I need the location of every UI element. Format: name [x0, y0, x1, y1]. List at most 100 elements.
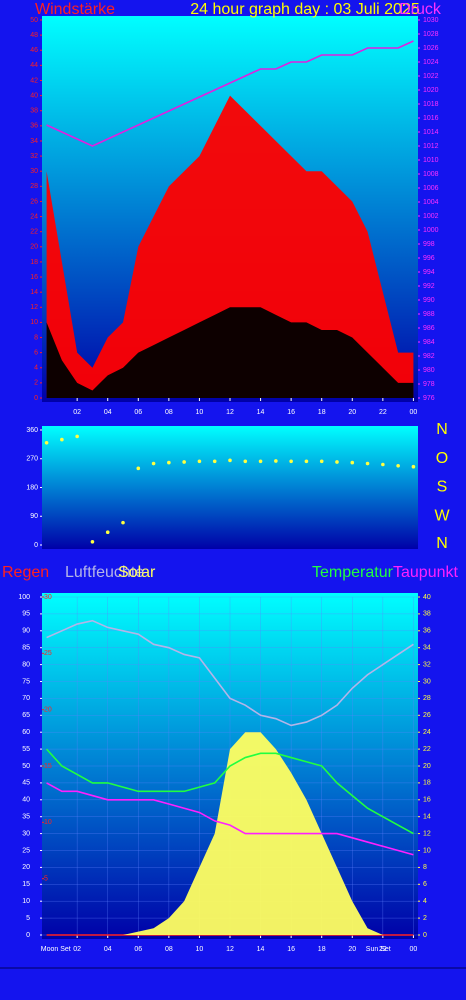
annotation: Sun Set — [366, 946, 391, 953]
y-tick-label: 360 — [26, 427, 38, 434]
point — [335, 460, 339, 464]
x-tick-label: 14 — [257, 409, 265, 416]
line — [46, 782, 414, 856]
point — [274, 459, 278, 463]
x-tick-label: 02 — [73, 946, 81, 953]
y2-tick-label: 1030 — [423, 17, 439, 24]
rain-tick-label: 20 — [44, 707, 52, 714]
point — [304, 459, 309, 464]
x-tick-label: 16 — [287, 946, 295, 953]
y-tick-label: 30 — [30, 168, 38, 175]
point — [151, 461, 156, 466]
rain-tick-label: 15 — [44, 763, 52, 770]
y-tick-label: 50 — [30, 17, 38, 24]
point — [197, 459, 202, 464]
y-tick-label: 100 — [18, 594, 30, 601]
x-tick-label: 06 — [134, 946, 142, 953]
x-tick-label: 12 — [226, 946, 234, 953]
x-tick-label: 20 — [348, 409, 356, 416]
y2-tick-label: 990 — [423, 297, 435, 304]
y2-tick-label: 994 — [423, 269, 435, 276]
y-tick-label: 40 — [30, 92, 38, 99]
direction-label: N — [436, 421, 448, 438]
y2-tick-label: 12 — [423, 830, 431, 837]
y2-tick-label: 34 — [423, 645, 431, 652]
y-tick-label: 2 — [34, 380, 38, 387]
y-tick-label: 20 — [30, 244, 38, 251]
y2-tick-label: 982 — [423, 353, 435, 360]
y2-tick-label: 1012 — [423, 143, 439, 150]
y2-tick-label: 1022 — [423, 73, 439, 80]
y2-tick-label: 976 — [423, 395, 435, 402]
y2-tick-label: 1018 — [423, 101, 439, 108]
point — [136, 466, 141, 471]
y2-tick-label: 32 — [423, 661, 431, 668]
x-tick-label: 18 — [318, 946, 326, 953]
y-tick-label: 48 — [30, 32, 38, 39]
y-tick-label: 0 — [34, 542, 38, 549]
area — [46, 95, 414, 398]
y-tick-label: 42 — [30, 77, 38, 84]
line — [45, 748, 414, 835]
legend-entry: Taupunkt — [393, 564, 458, 581]
y2-tick-label: 978 — [423, 381, 435, 388]
y-tick-label: 14 — [30, 289, 38, 296]
y-tick-label: 40 — [22, 797, 30, 804]
x-tick-label: 20 — [348, 946, 356, 953]
y2-tick-label: 996 — [423, 255, 435, 262]
point — [44, 440, 49, 445]
y2-tick-label: 1026 — [423, 45, 439, 52]
y-tick-label: 12 — [30, 304, 38, 311]
y-tick-label: 10 — [30, 319, 38, 326]
direction-label: S — [437, 479, 448, 496]
y-tick-label: 32 — [30, 153, 38, 160]
y-tick-label: 38 — [30, 108, 38, 115]
x-tick-label: 00 — [410, 409, 418, 416]
y2-tick-label: 1000 — [423, 227, 439, 234]
y-axis-label: Windstärke — [35, 1, 115, 18]
y-tick-label: 44 — [30, 62, 38, 69]
y-tick-label: 90 — [22, 628, 30, 635]
x-tick-label: 08 — [165, 409, 173, 416]
y-tick-label: 75 — [22, 678, 30, 685]
point — [212, 459, 217, 464]
x-tick-label: 10 — [196, 946, 204, 953]
point — [381, 462, 385, 467]
x-tick-label: 04 — [104, 946, 112, 953]
y2-tick-label: 2 — [423, 915, 427, 922]
y2-tick-label: 26 — [423, 712, 431, 719]
point — [75, 434, 79, 439]
y2-tick-label: 30 — [423, 678, 431, 685]
point — [90, 540, 95, 544]
direction-label: W — [434, 507, 450, 524]
y-tick-label: 60 — [22, 729, 30, 736]
y2-tick-label: 10 — [423, 847, 431, 854]
y-tick-label: 16 — [30, 274, 38, 281]
y2-tick-label: 1016 — [423, 115, 439, 122]
y-tick-label: 34 — [30, 138, 38, 145]
x-tick-label: 10 — [196, 409, 204, 416]
y-tick-label: 22 — [30, 229, 38, 236]
point — [182, 460, 186, 464]
point — [228, 458, 232, 463]
y-tick-label: 4 — [34, 365, 38, 372]
y-tick-label: 46 — [30, 47, 38, 54]
rain-tick-label: 10 — [44, 819, 52, 826]
y-tick-label: 35 — [22, 814, 30, 821]
legend-entry: Luftfeuchte — [65, 564, 144, 581]
point — [121, 520, 125, 525]
x-tick-label: 00 — [410, 946, 418, 953]
y-tick-label: 180 — [26, 484, 38, 491]
y-tick-label: 25 — [22, 847, 30, 854]
point — [365, 461, 370, 466]
y2-tick-label: 6 — [423, 881, 427, 888]
legend-entry: Solar — [118, 564, 156, 581]
plot-area — [42, 426, 418, 549]
y2-tick-label: 988 — [423, 311, 435, 318]
y2-tick-label: 1006 — [423, 185, 439, 192]
point — [60, 437, 64, 442]
y-tick-label: 15 — [22, 881, 30, 888]
y-tick-label: 55 — [22, 746, 30, 753]
y2-tick-label: 992 — [423, 283, 435, 290]
